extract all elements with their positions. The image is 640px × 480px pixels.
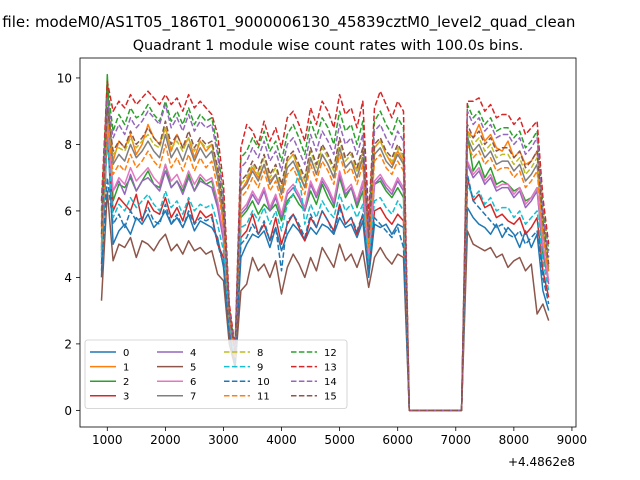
series-line-7: [100, 107, 550, 412]
legend-label-6: 6: [190, 377, 196, 388]
x-tick-label: 2000: [150, 433, 181, 447]
series-line-0: [100, 127, 550, 412]
series-layer: [100, 73, 550, 412]
legend-label-8: 8: [257, 348, 263, 359]
series-line-3: [100, 133, 550, 412]
y-tick-label: 4: [64, 271, 72, 285]
x-tick-label: 8000: [499, 433, 530, 447]
legend-label-12: 12: [324, 348, 337, 359]
legend-frame: [84, 339, 348, 409]
x-tick-label: 9000: [557, 433, 588, 447]
x-tick-label: 1000: [92, 433, 123, 447]
series-line-9: [100, 137, 550, 412]
legend-label-13: 13: [324, 362, 337, 373]
series-line-4: [100, 117, 550, 412]
x-tick-label: 5000: [324, 433, 355, 447]
x-tick-label: 3000: [208, 433, 239, 447]
series-line-6: [100, 123, 550, 412]
legend-label-4: 4: [190, 348, 196, 359]
legend-label-3: 3: [123, 392, 129, 403]
legend-label-7: 7: [190, 392, 196, 403]
legend-label-1: 1: [123, 362, 129, 373]
y-tick-label: 10: [57, 71, 72, 85]
series-line-13: [100, 80, 550, 412]
chart-title: Quadrant 1 module wise count rates with …: [133, 38, 524, 54]
legend-label-0: 0: [123, 348, 129, 359]
x-tick-label: 6000: [382, 433, 413, 447]
legend-label-15: 15: [324, 392, 337, 403]
x-tick-label: 7000: [441, 433, 472, 447]
series-line-12: [100, 83, 550, 412]
legend-label-14: 14: [324, 377, 337, 388]
y-tick-label: 0: [64, 404, 72, 418]
y-tick-label: 2: [64, 337, 72, 351]
x-offset-label: +4.4862e8: [508, 455, 575, 469]
x-tick-label: 4000: [266, 433, 297, 447]
axes-frame: [79, 57, 577, 428]
figure-suptitle: n file: modeM0/AS1T05_186T01_9000006130_…: [0, 13, 575, 32]
x-axis: 1000 2000 3000 4000 5000 6000 7000 8000 9000: [92, 427, 587, 447]
legend-label-10: 10: [257, 377, 270, 388]
series-line-15: [100, 107, 550, 412]
series-line-8: [100, 110, 550, 412]
y-tick-label: 6: [64, 204, 72, 218]
legend-label-5: 5: [190, 362, 196, 373]
y-axis: 0 2 4 6 8 10: [57, 71, 80, 418]
series-line-11: [100, 120, 550, 412]
legend-label-11: 11: [257, 392, 270, 403]
series-line-14: [100, 97, 550, 412]
series-line-5: [100, 190, 550, 412]
legend-label-2: 2: [123, 377, 129, 388]
plot-area: [100, 73, 550, 412]
y-tick-label: 8: [64, 138, 72, 152]
series-line-10: [100, 173, 550, 412]
legend-label-9: 9: [257, 362, 263, 373]
